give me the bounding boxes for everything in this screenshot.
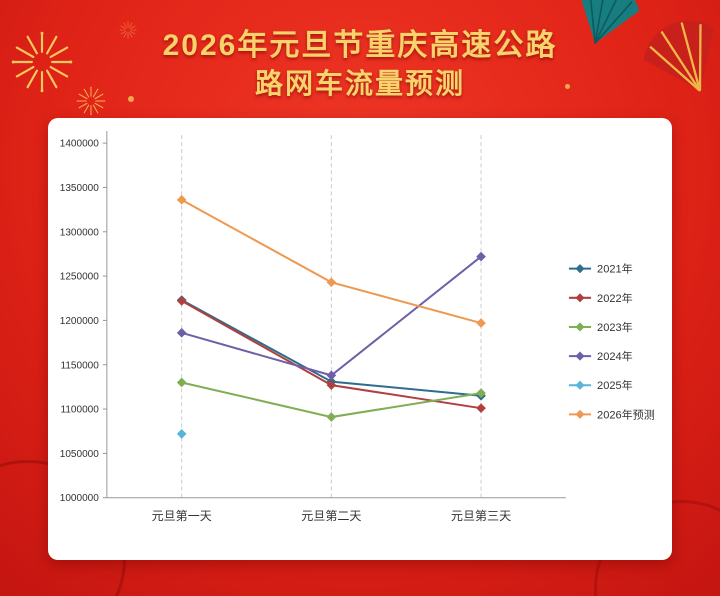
legend-label: 2022年 [597, 291, 633, 305]
legend-item-0[interactable]: 2021年 [568, 262, 633, 276]
data-point-marker [575, 409, 585, 419]
legend-item-3[interactable]: 2024年 [568, 349, 633, 363]
legend-item-4[interactable]: 2025年 [568, 378, 633, 392]
data-point-marker [176, 296, 187, 306]
legend-item-5[interactable]: 2026年预测 [568, 407, 655, 421]
y-tick-label: 1100000 [61, 405, 100, 416]
x-category-label: 元旦第三天 [451, 509, 511, 523]
y-tick-label: 1150000 [61, 360, 100, 371]
legend-label: 2026年预测 [597, 407, 655, 421]
x-category-label: 元旦第一天 [152, 509, 212, 523]
page-title: 2026年元旦节重庆高速公路 路网车流量预测 [0, 26, 720, 102]
legend-label: 2025年 [597, 378, 633, 392]
series-line [181, 255, 482, 377]
data-point-marker [176, 195, 187, 205]
chart-card: 1000000 1050000 1100000 1150000 1200000 12500… [48, 118, 672, 560]
data-point-marker [575, 264, 585, 274]
data-point-marker [575, 380, 585, 390]
data-point-marker [575, 322, 585, 332]
sparkle-dot [128, 96, 134, 102]
data-point-marker [176, 429, 187, 439]
y-tick-label: 1200000 [60, 316, 99, 327]
traffic-line-chart: 1000000 1050000 1100000 1150000 1200000 12500… [60, 131, 655, 523]
y-tick-label: 1400000 [60, 139, 99, 150]
data-point-marker [326, 412, 337, 422]
data-point-marker [176, 377, 187, 388]
y-tick-label: 1050000 [60, 449, 99, 460]
y-tick-label: 1250000 [60, 272, 99, 283]
x-category-label: 元旦第二天 [301, 509, 361, 523]
y-tick-label: 1300000 [60, 227, 99, 238]
y-tick-label: 1000000 [60, 493, 99, 504]
title-line-2: 路网车流量预测 [254, 68, 465, 99]
legend-label: 2021年 [597, 262, 633, 276]
legend-label: 2024年 [597, 349, 633, 363]
legend-item-2[interactable]: 2023年 [568, 320, 633, 334]
series-4 [176, 429, 187, 439]
legend-label: 2023年 [597, 320, 633, 334]
data-point-marker [575, 293, 585, 303]
title-line-1: 2026年元旦节重庆高速公路 [162, 29, 558, 62]
legend-item-1[interactable]: 2022年 [568, 291, 633, 305]
data-point-marker [476, 318, 486, 328]
data-point-marker [326, 277, 337, 288]
sparkle-dot [565, 84, 570, 89]
data-point-marker [176, 327, 187, 338]
data-point-marker [476, 403, 486, 414]
y-tick-label: 1350000 [60, 183, 99, 194]
data-point-marker [575, 351, 585, 361]
